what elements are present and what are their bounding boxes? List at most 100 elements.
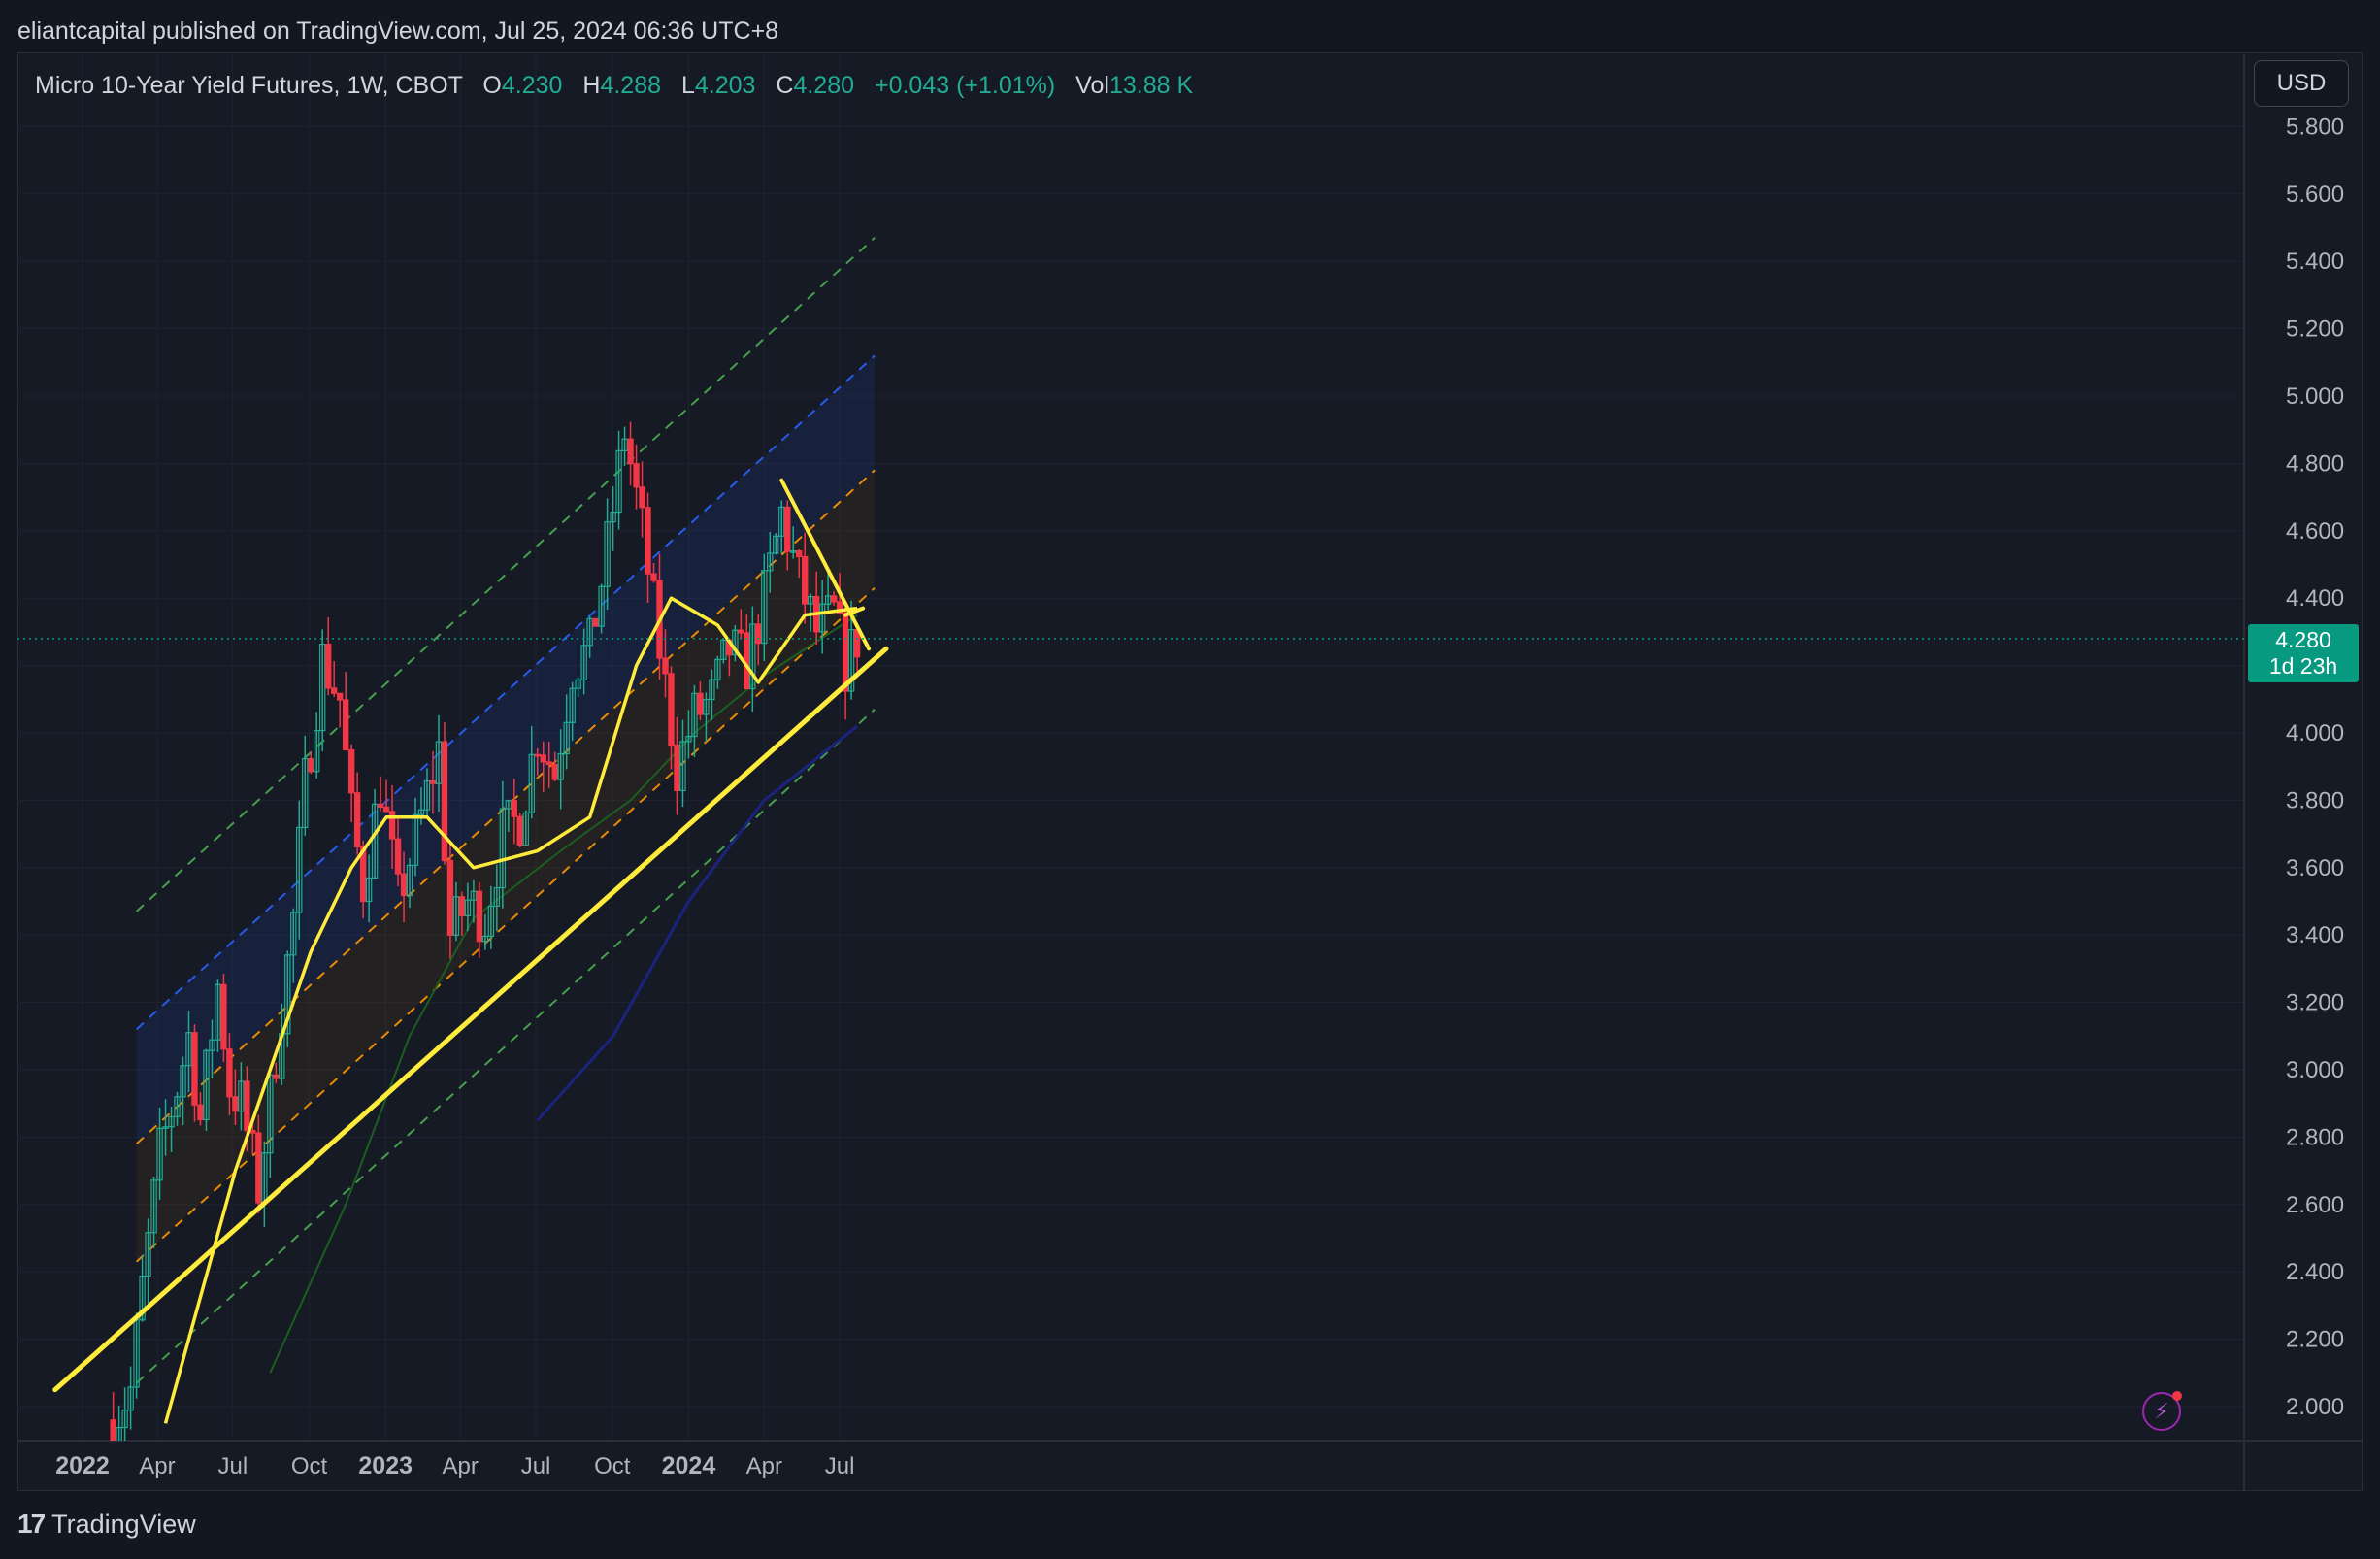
candle-down <box>697 692 704 715</box>
publish-header: eliantcapital published on TradingView.c… <box>0 0 2380 52</box>
lightning-icon[interactable]: ⚡ <box>2142 1391 2182 1431</box>
candle-up <box>615 449 622 514</box>
close-value: 4.280 <box>793 72 855 99</box>
candle-down <box>516 815 523 846</box>
candle-up <box>139 1275 146 1321</box>
brand-name: TradingView <box>51 1509 196 1539</box>
y-tick-label: 2.600 <box>2286 1192 2344 1218</box>
candle-up <box>174 1096 181 1118</box>
candle-up <box>116 1426 122 1441</box>
candle-down <box>674 744 680 792</box>
tradingview-logo[interactable]: 17 TradingView <box>17 1509 196 1540</box>
high-value: 4.288 <box>600 72 662 99</box>
trendline-wedge-top <box>779 478 872 651</box>
candle-up <box>824 595 832 605</box>
candle-down <box>738 629 744 634</box>
candle-down <box>255 1132 262 1204</box>
notification-dot <box>2172 1391 2182 1401</box>
candle-down <box>446 859 454 936</box>
candle-up <box>598 585 605 627</box>
candle-up <box>296 826 303 913</box>
candle-down <box>394 838 402 875</box>
candle-down <box>336 692 344 701</box>
x-tick-label: Apr <box>746 1453 782 1479</box>
candle-down <box>668 673 675 746</box>
open-value: 4.230 <box>501 72 563 99</box>
x-tick-label: Jul <box>521 1453 551 1479</box>
y-tick-label: 3.400 <box>2286 922 2344 948</box>
sma-slow-line <box>536 724 859 1122</box>
candle-up <box>238 1080 245 1112</box>
candle-up <box>203 1049 210 1121</box>
symbol-legend: Micro 10-Year Yield Futures, 1W, CBOT O4… <box>35 72 1193 100</box>
y-tick-label: 3.600 <box>2286 855 2344 881</box>
candle-down <box>662 657 669 675</box>
candle-up <box>679 741 686 792</box>
candle-up <box>417 809 425 815</box>
candle-down <box>330 687 338 694</box>
low-value: 4.203 <box>694 72 756 99</box>
candle-down <box>633 463 640 488</box>
candle-up <box>749 623 756 690</box>
candle-down <box>830 595 838 603</box>
y-tick-label: 2.200 <box>2286 1327 2344 1353</box>
candle-down <box>342 699 349 751</box>
candle-up <box>406 864 413 897</box>
candle-down <box>324 643 332 689</box>
candle-down <box>842 612 849 692</box>
candle-up <box>580 645 587 680</box>
y-tick-label: 3.800 <box>2286 787 2344 813</box>
candle-down <box>650 573 657 581</box>
x-tick-label: Oct <box>594 1453 631 1479</box>
candle-up <box>685 735 692 743</box>
candle-up <box>778 506 785 537</box>
candle-up <box>790 550 797 553</box>
candle-up <box>319 643 326 732</box>
sma-mid-line <box>269 614 858 1374</box>
candle-down <box>388 811 396 840</box>
y-tick-label: 5.000 <box>2286 383 2344 410</box>
candle-up <box>621 438 628 451</box>
trendline-support <box>52 646 889 1393</box>
candle-down <box>249 1130 256 1134</box>
candle-up <box>180 1065 186 1098</box>
candle-up <box>703 698 710 715</box>
x-tick-label: Oct <box>291 1453 328 1479</box>
candle-up <box>847 629 855 692</box>
x-tick-label: 2023 <box>358 1452 413 1479</box>
candle-down <box>592 617 599 627</box>
x-tick-label: Apr <box>443 1453 479 1479</box>
y-tick-label: 5.600 <box>2286 182 2344 208</box>
candle-down <box>540 754 546 763</box>
y-tick-label: 5.200 <box>2286 316 2344 343</box>
chart-frame[interactable] <box>17 52 2363 1491</box>
candle-up <box>284 954 291 1035</box>
symbol-name[interactable]: Micro 10-Year Yield Futures, 1W, CBOT <box>35 72 463 99</box>
candle-up <box>365 877 373 903</box>
candle-down <box>400 873 408 897</box>
candle-down <box>429 780 437 784</box>
candle-up <box>807 595 814 605</box>
candle-down <box>639 486 645 509</box>
candle-down <box>551 763 558 780</box>
currency-button[interactable]: USD <box>2254 60 2349 107</box>
candle-up <box>604 521 611 587</box>
candle-up <box>493 886 501 908</box>
candle-up <box>215 983 221 1041</box>
candle-up <box>557 752 564 780</box>
candle-up <box>569 687 576 723</box>
y-tick-label: 4.000 <box>2286 720 2344 746</box>
last-price-tag: 4.280 1d 23h <box>2248 624 2359 682</box>
volume-value: 13.88 K <box>1108 72 1194 99</box>
candle-up <box>156 1127 163 1181</box>
bar-countdown: 1d 23h <box>2268 653 2338 679</box>
candle-up <box>209 1039 215 1051</box>
candle-down <box>796 550 803 558</box>
low-label: L <box>680 72 695 99</box>
candle-up <box>499 808 507 889</box>
candle-up <box>818 603 826 633</box>
candle-down <box>755 623 762 645</box>
candle-down <box>359 846 367 903</box>
candle-up <box>162 1126 169 1129</box>
